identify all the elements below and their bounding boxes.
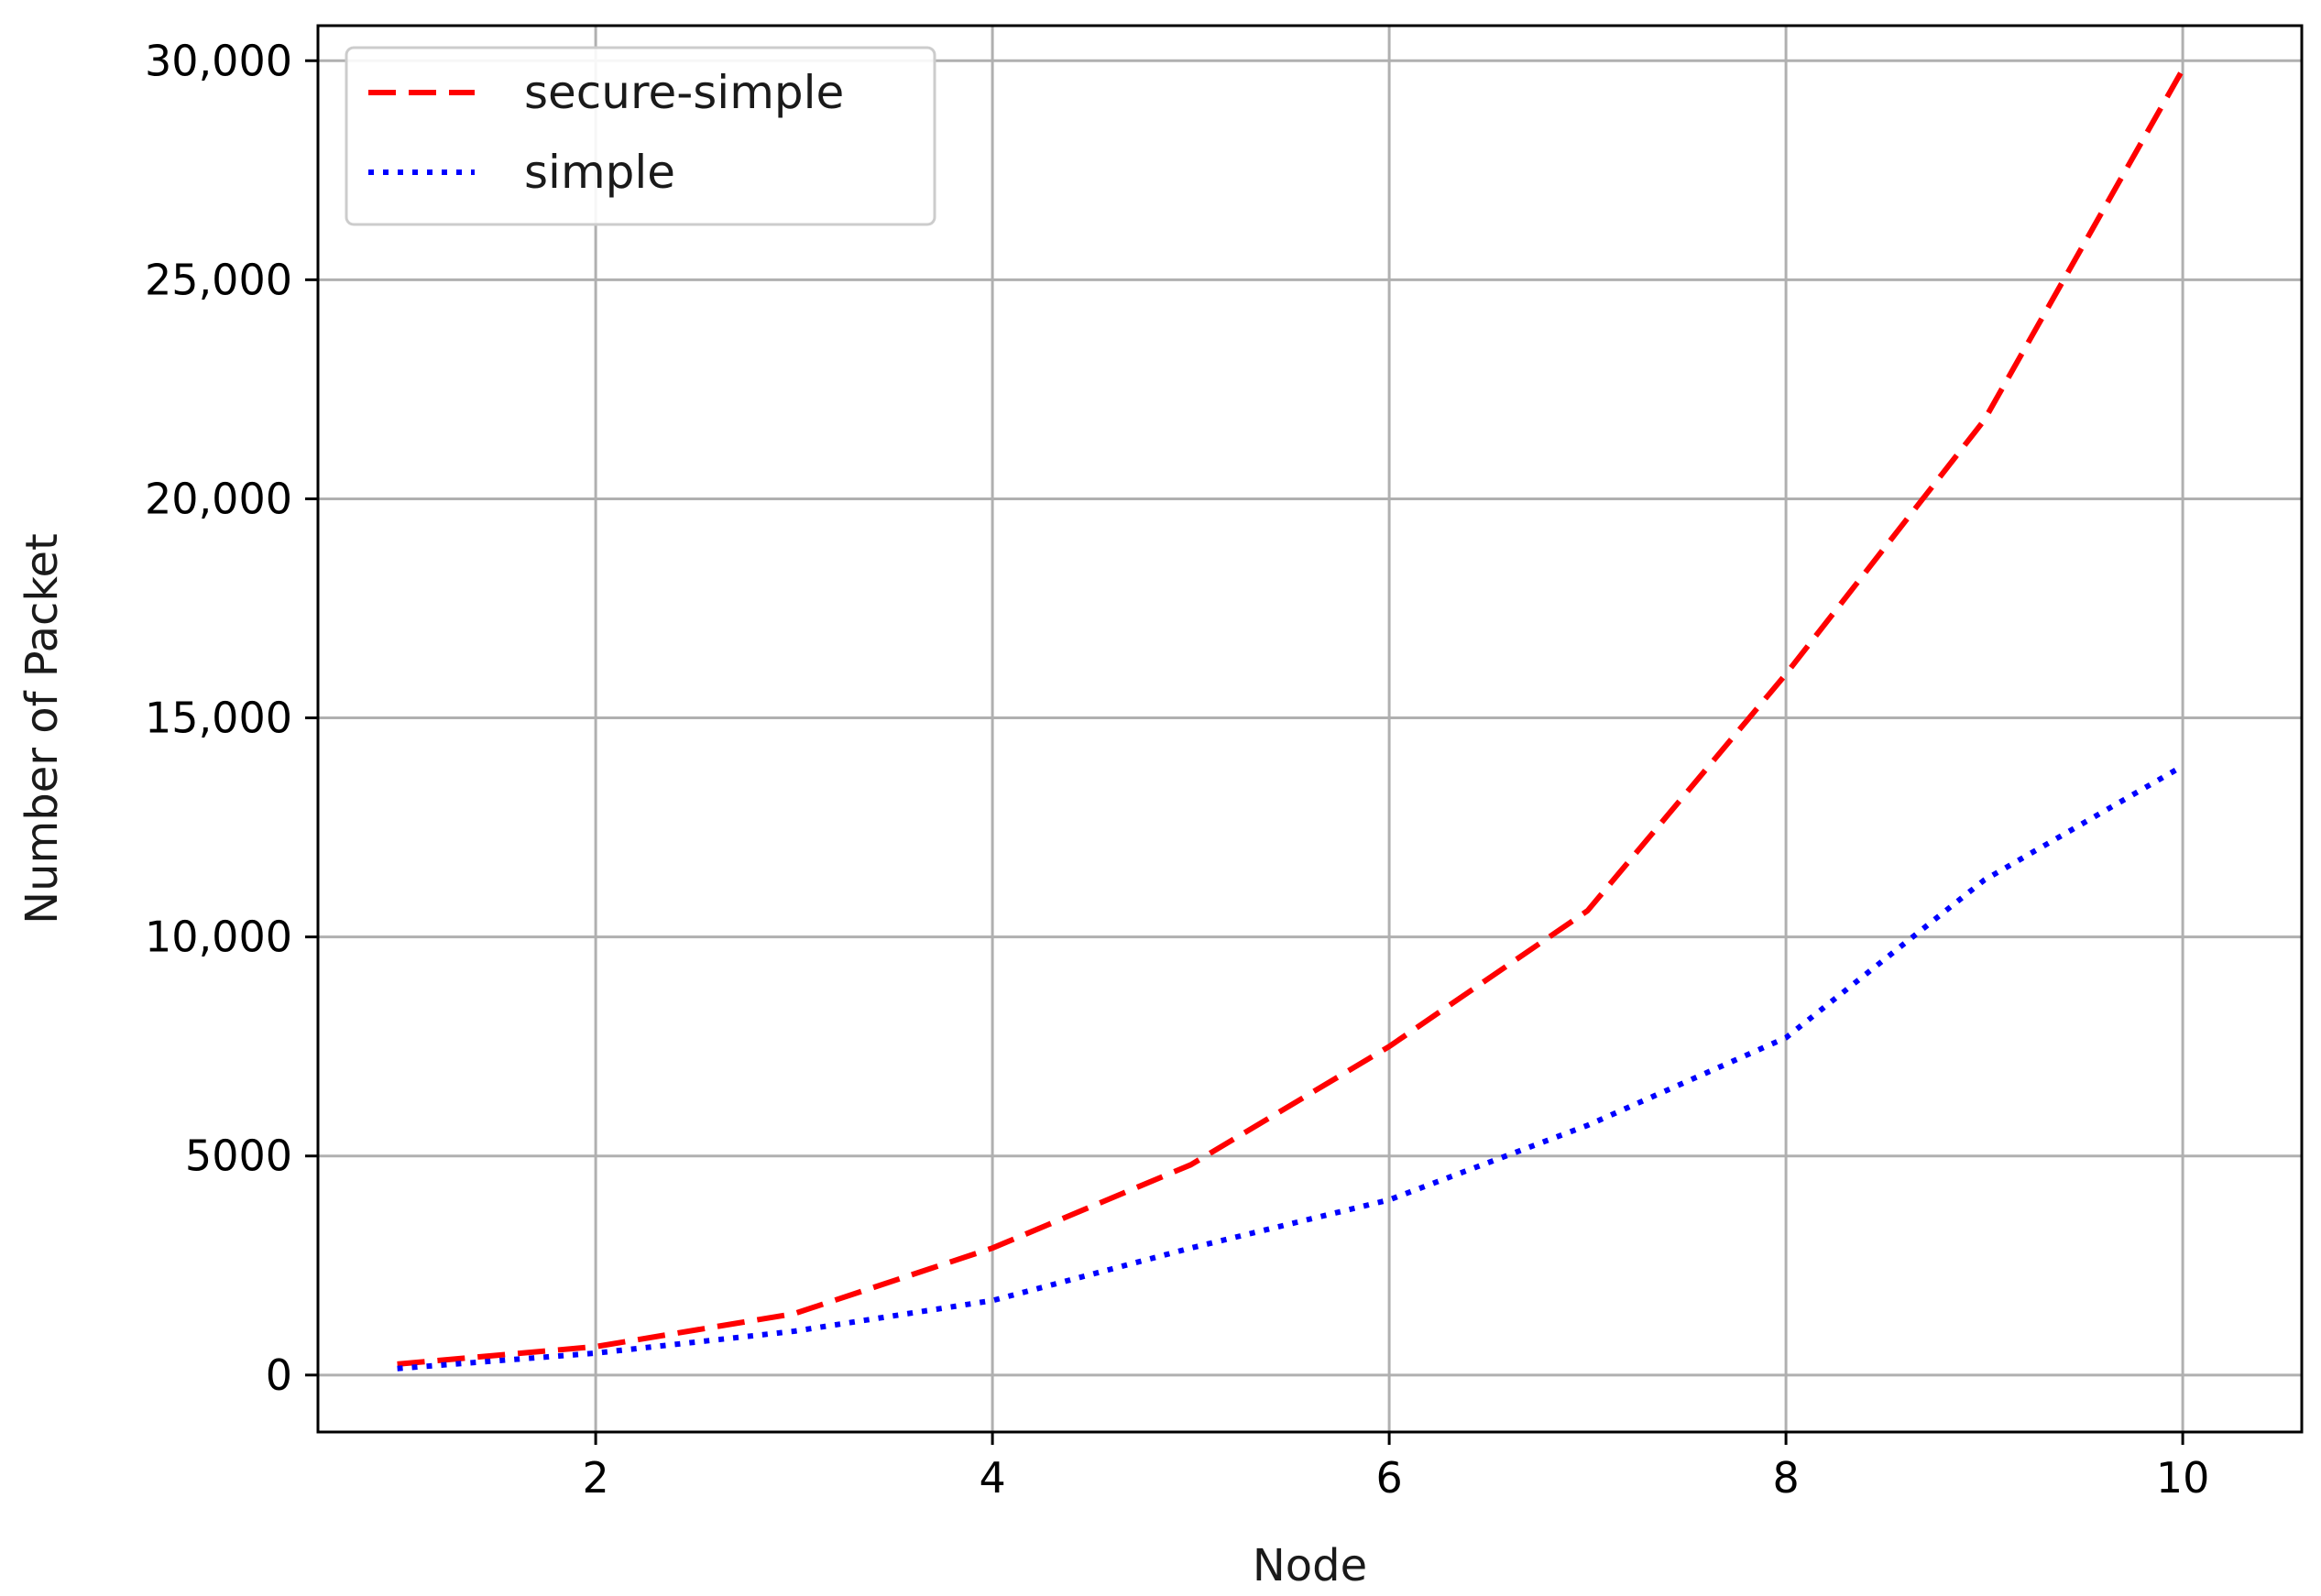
legend: secure-simple simple — [345, 46, 936, 226]
x-axis-ticks: 2 4 6 8 10 — [582, 1432, 2209, 1503]
x-tick-label: 8 — [1772, 1453, 1799, 1503]
legend-label-secure-simple: secure-simple — [524, 66, 844, 119]
x-axis-label: Node — [1253, 1540, 1367, 1591]
y-axis-ticks: 0 5000 10,000 15,000 20,000 25,000 30,000 — [145, 36, 318, 1400]
x-tick-label: 6 — [1375, 1453, 1402, 1503]
plot-frame — [316, 24, 2304, 1434]
y-axis-label: Number of Packet — [16, 533, 68, 924]
y-tick-label: 0 — [266, 1350, 292, 1400]
x-tick-label: 4 — [979, 1453, 1005, 1503]
y-tick-label: 20,000 — [145, 474, 292, 523]
legend-label-simple: simple — [524, 146, 675, 199]
x-tick-label: 2 — [582, 1453, 608, 1503]
x-tick-label: 10 — [2156, 1453, 2210, 1503]
y-tick-label: 30,000 — [145, 36, 292, 85]
y-tick-label: 5000 — [185, 1131, 292, 1181]
y-tick-label: 15,000 — [145, 694, 292, 743]
legend-box — [345, 46, 936, 226]
series-lines — [397, 68, 2185, 1372]
series-line-secure-simple — [397, 68, 2185, 1367]
y-tick-label: 10,000 — [145, 913, 292, 962]
y-tick-label: 25,000 — [145, 255, 292, 304]
